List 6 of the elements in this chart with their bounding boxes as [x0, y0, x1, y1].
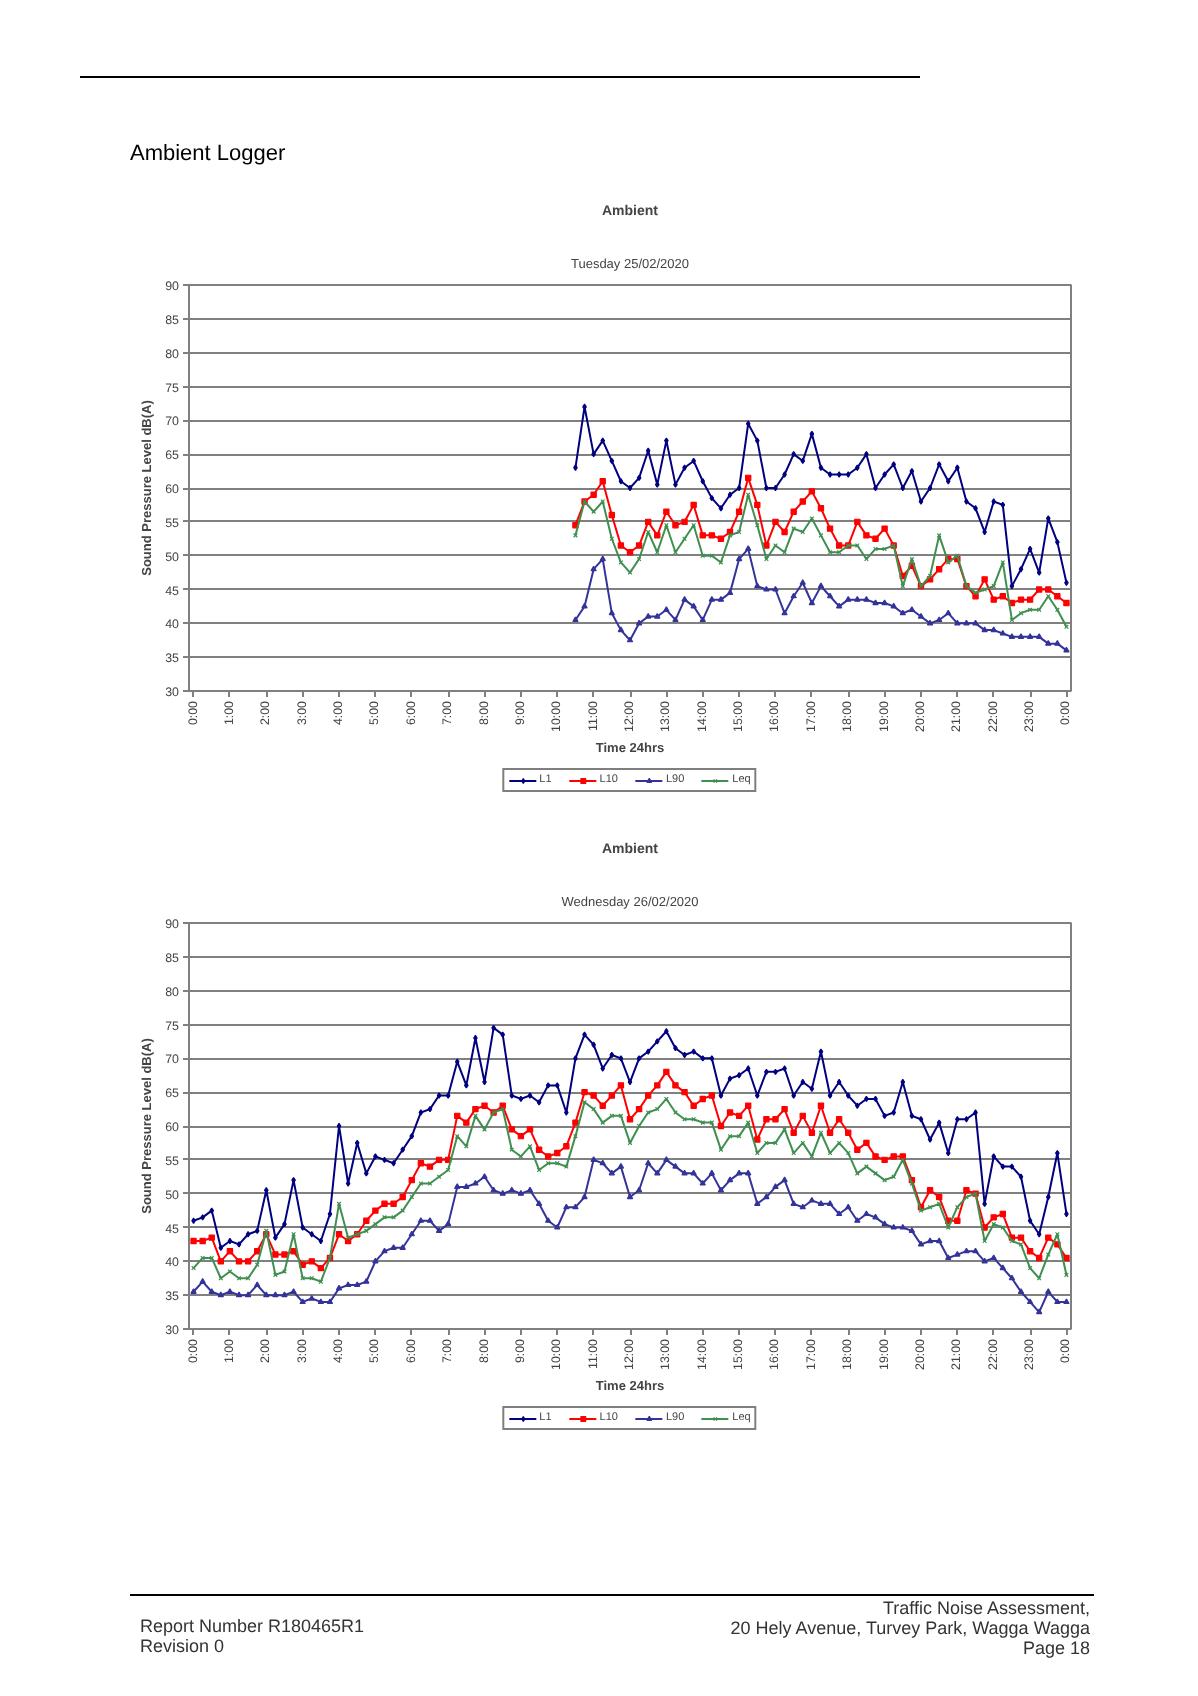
- text: Revision 0: [140, 1636, 225, 1656]
- text: Page 18: [1022, 1638, 1090, 1658]
- text: Report Number R180465R1: [140, 1616, 365, 1636]
- text: Traffic Noise Assessment,: [882, 1598, 1090, 1618]
- text: Ambient Logger: [130, 140, 286, 170]
- text: 20 Hely Avenue, Turvey Park, Wagga Wagga: [730, 1618, 1090, 1638]
